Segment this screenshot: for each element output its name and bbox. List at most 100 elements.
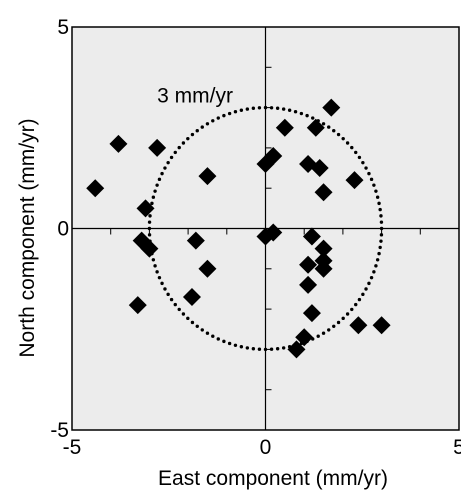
annotation-circle-dot xyxy=(364,166,368,170)
annotation-circle-dot xyxy=(151,258,156,262)
data-point xyxy=(264,223,283,242)
annotation-circle-dot xyxy=(186,316,190,321)
data-point xyxy=(306,118,325,137)
data-point xyxy=(302,304,321,323)
annotation-circle-dot xyxy=(357,155,362,160)
data-point xyxy=(198,259,217,278)
annotation-circle-dot xyxy=(269,106,274,110)
y-tick-label: -5 xyxy=(50,419,69,442)
annotation-circle-dot xyxy=(200,328,204,332)
annotation-circle-dot xyxy=(299,111,304,116)
annotation-circle-dot xyxy=(233,110,238,114)
data-point xyxy=(299,275,318,294)
annotation-circle-dot xyxy=(354,150,358,155)
annotation-circle-dot xyxy=(341,316,345,321)
annotation-circle-dot xyxy=(190,132,195,137)
annotation-circle-dot xyxy=(160,171,164,176)
annotation-circle-dot xyxy=(332,128,336,133)
tick-marks xyxy=(110,66,421,391)
annotation-circle-dot xyxy=(153,264,157,268)
annotation-circle-dot xyxy=(364,287,368,291)
annotation-circle-dot xyxy=(186,136,190,141)
annotation-circle-dot xyxy=(181,312,186,316)
annotation-circle-dot xyxy=(350,145,354,150)
annotation-circle-dot xyxy=(327,125,331,129)
data-point xyxy=(140,239,159,258)
data-point xyxy=(148,138,167,157)
annotation-circle-dot xyxy=(173,302,177,307)
annotation-circle-dot xyxy=(321,122,326,126)
annotation-circle-dot xyxy=(155,183,159,187)
annotation-circle-dot xyxy=(293,110,298,114)
annotation-circle-dot xyxy=(239,108,244,112)
annotation-circle-dot xyxy=(379,214,383,218)
annotation-circle-dot xyxy=(281,107,286,111)
annotation-circle-dot xyxy=(311,116,315,120)
annotation-circle-dot xyxy=(211,119,215,123)
annotation-circle-dot xyxy=(379,220,384,224)
annotation-circle-dot xyxy=(367,171,371,176)
annotation-circle-dot xyxy=(316,334,320,338)
data-point xyxy=(322,98,341,117)
annotation-circle-dot xyxy=(216,116,220,120)
annotation-circle-dot xyxy=(374,264,378,268)
annotation-circle-dot xyxy=(169,297,174,302)
annotation-circle-dot xyxy=(195,324,199,329)
annotation-circle-dot xyxy=(287,108,292,112)
annotation-circle-dot xyxy=(190,320,195,325)
annotation-circle-layer xyxy=(147,105,384,352)
annotation-circle-dot xyxy=(151,195,156,199)
annotation-circle-dot xyxy=(332,324,336,329)
annotation-circle-dot xyxy=(341,136,345,141)
annotation-circle-dot xyxy=(173,150,177,155)
x-axis-title: East component (mm/yr) xyxy=(158,467,388,490)
annotation-circle-dot xyxy=(181,141,186,145)
x-tick-label: 0 xyxy=(260,436,272,459)
annotation-circle-dot xyxy=(211,334,215,338)
annotation-circle-dot xyxy=(378,207,382,212)
annotation-circle-dot xyxy=(195,128,199,133)
annotation-circle-dot xyxy=(163,166,167,170)
annotation-circle-dot xyxy=(157,177,162,182)
annotation-circle-dot xyxy=(157,275,162,280)
annotation-circle-dot xyxy=(150,201,154,206)
data-point xyxy=(349,316,368,335)
annotation-circle-dot xyxy=(166,292,170,297)
data-point xyxy=(299,255,318,274)
annotation-circle-dot xyxy=(222,339,226,344)
data-point xyxy=(295,328,314,347)
annotation-circle-dot xyxy=(257,106,262,110)
annotation-circle-dot xyxy=(281,346,286,350)
annotation-circle-dot xyxy=(378,245,382,250)
annotation-circle-dot xyxy=(361,160,365,165)
data-point xyxy=(198,167,217,186)
annotation-circle-dot xyxy=(200,125,204,129)
annotation-circle-dot xyxy=(374,189,378,193)
annotation-circle-dot xyxy=(377,251,381,256)
annotation-circle-dot xyxy=(160,281,164,286)
annotation-circle-dot xyxy=(257,347,262,351)
annotation-circle-dot xyxy=(372,270,376,274)
annotation-circle-dot xyxy=(275,347,280,351)
y-tick-label: 5 xyxy=(57,16,69,39)
data-point xyxy=(109,134,128,153)
annotation-circle-dot xyxy=(177,145,181,150)
annotation-circle-dot xyxy=(245,107,250,111)
annotation-circle-dot xyxy=(153,189,157,193)
annotation-circle-dot xyxy=(275,106,280,110)
y-tick-label: 0 xyxy=(57,218,69,241)
data-point xyxy=(264,146,283,165)
annotation-circle-dot xyxy=(350,307,354,312)
data-point xyxy=(186,231,205,250)
annotation-circle-dot xyxy=(269,347,274,351)
data-point xyxy=(136,199,155,218)
annotation-circle-dot xyxy=(379,239,383,243)
y-axis-title: North component (mm/yr) xyxy=(16,118,39,357)
annotation-circle-dot xyxy=(205,331,210,335)
annotation-label: 3 mm/yr xyxy=(157,85,233,108)
data-point xyxy=(314,183,333,202)
annotation-circle-dot xyxy=(177,307,181,312)
annotation-circle-dot xyxy=(163,287,167,291)
data-point xyxy=(128,296,147,315)
annotation-circle-dot xyxy=(147,220,152,224)
